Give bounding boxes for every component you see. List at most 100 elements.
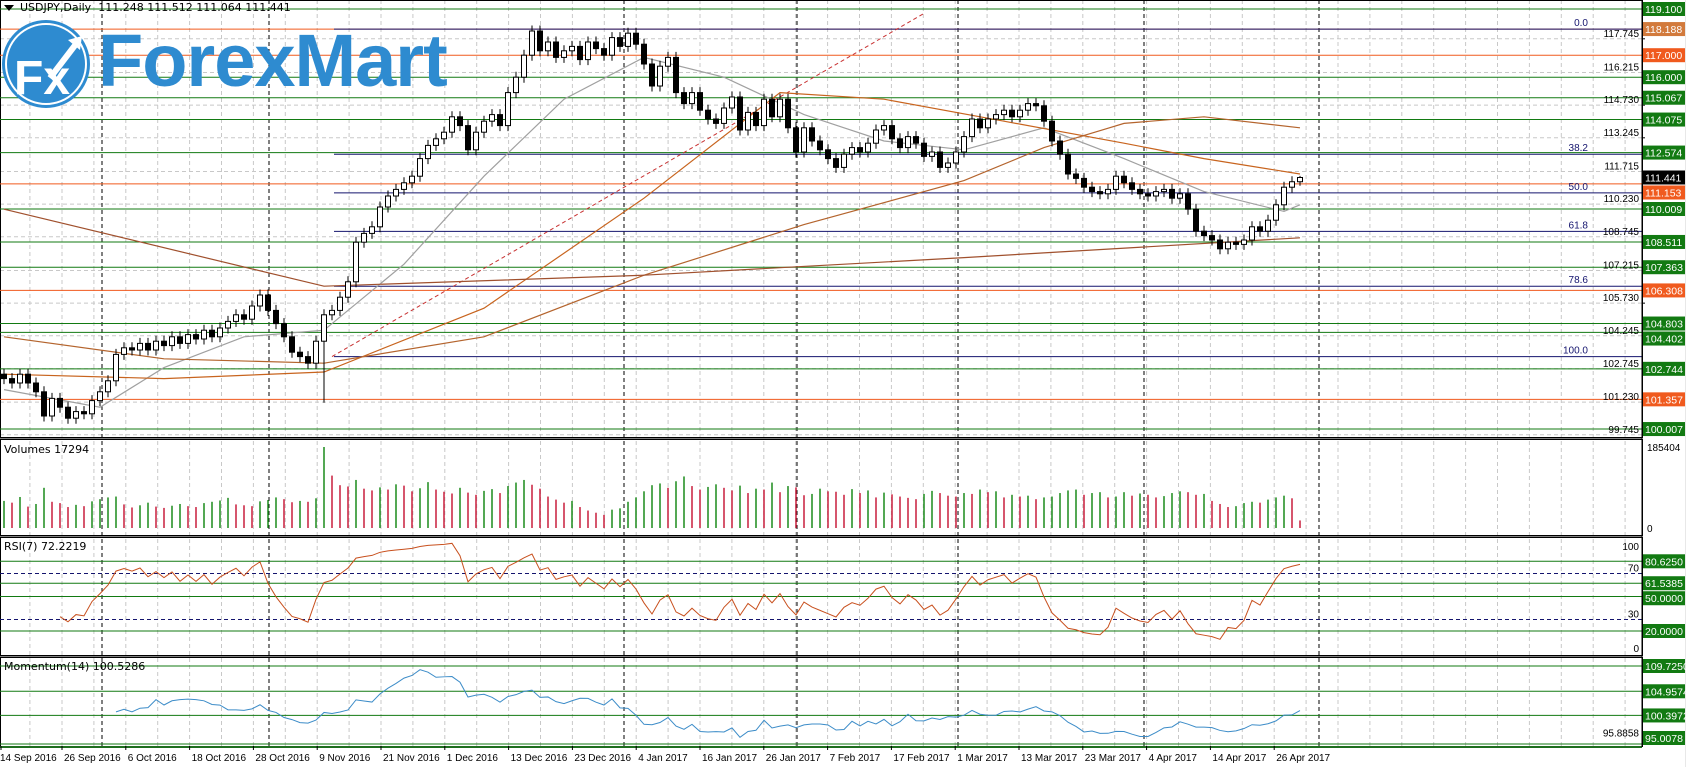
candle bbox=[993, 109, 999, 125]
candle bbox=[849, 142, 855, 160]
candle bbox=[57, 392, 63, 413]
candle-body bbox=[641, 43, 647, 65]
candle-body bbox=[1225, 241, 1231, 250]
candle-body bbox=[1233, 241, 1239, 245]
fib-label: 100.0 bbox=[1563, 346, 1588, 357]
candle-body bbox=[585, 41, 591, 61]
level-tag-bg bbox=[1643, 234, 1685, 249]
candle bbox=[409, 170, 415, 189]
candle bbox=[289, 331, 295, 358]
candle bbox=[1, 368, 7, 385]
low-value: 111.064 bbox=[196, 1, 242, 14]
price-axis-label: 114.730 bbox=[1604, 95, 1640, 106]
candle-body bbox=[841, 153, 847, 168]
momentum-level-tag: 95.0078 bbox=[1643, 731, 1685, 745]
candle-body bbox=[849, 147, 855, 155]
candle bbox=[105, 375, 111, 398]
candle bbox=[657, 60, 663, 92]
candle-body bbox=[905, 136, 911, 149]
date-label: 13 Dec 2016 bbox=[511, 753, 568, 764]
candle bbox=[33, 377, 39, 398]
candle bbox=[73, 406, 79, 424]
candle bbox=[1209, 230, 1215, 246]
date-label: 13 Mar 2017 bbox=[1021, 753, 1078, 764]
momentum-level-tag-text: 95.0078 bbox=[1645, 733, 1683, 745]
candle-body bbox=[777, 98, 783, 118]
candle-body bbox=[121, 347, 127, 355]
candle-body bbox=[537, 30, 543, 52]
candle bbox=[377, 201, 383, 233]
candle bbox=[1137, 183, 1143, 200]
candle-body bbox=[65, 406, 71, 419]
candle bbox=[433, 133, 439, 151]
candle-body bbox=[545, 41, 551, 52]
level-tag-bg bbox=[1643, 202, 1685, 217]
current-price-tag-text: 111.441 bbox=[1645, 172, 1682, 184]
fib-label: 0.0 bbox=[1574, 18, 1588, 29]
level-tag-text: 116.000 bbox=[1645, 72, 1682, 84]
candle-body bbox=[745, 111, 751, 131]
candle bbox=[41, 386, 47, 422]
candle bbox=[177, 331, 183, 349]
candle bbox=[337, 291, 343, 316]
candle bbox=[241, 309, 247, 325]
candle bbox=[385, 190, 391, 213]
candle bbox=[1009, 104, 1015, 123]
candle bbox=[1113, 170, 1119, 195]
level-tag-bg bbox=[1643, 283, 1685, 298]
candle-body bbox=[609, 37, 615, 56]
momentum-level-tag: 100.3972 bbox=[1643, 708, 1687, 723]
candle-body bbox=[1033, 103, 1039, 107]
candle-body bbox=[617, 37, 623, 47]
candle bbox=[1057, 135, 1063, 160]
level-tag-bg bbox=[1643, 48, 1685, 63]
level-tag: 118.188 bbox=[1643, 22, 1685, 37]
dropdown-triangle-icon[interactable] bbox=[4, 5, 14, 11]
candle-body bbox=[825, 149, 831, 160]
candle bbox=[1025, 98, 1031, 116]
level-tag: 102.744 bbox=[1643, 361, 1685, 376]
candle bbox=[633, 27, 639, 50]
candle-body bbox=[1049, 120, 1055, 142]
candle-body bbox=[257, 294, 263, 307]
candle bbox=[641, 38, 647, 70]
price-axis-label: 108.745 bbox=[1603, 227, 1640, 238]
candle bbox=[545, 36, 551, 57]
level-tag-text: 117.000 bbox=[1645, 50, 1682, 62]
candle bbox=[81, 406, 87, 420]
date-label: 9 Nov 2016 bbox=[319, 753, 371, 764]
level-tag-text: 104.803 bbox=[1645, 319, 1683, 331]
level-tag-bg bbox=[1643, 22, 1685, 37]
candle-body bbox=[193, 334, 199, 340]
candle-body bbox=[177, 336, 183, 344]
candle-body bbox=[625, 32, 631, 47]
candle bbox=[513, 71, 519, 99]
candle-body bbox=[953, 151, 959, 164]
date-label: 23 Dec 2016 bbox=[574, 753, 631, 764]
candle bbox=[1257, 221, 1263, 237]
candle-body bbox=[697, 92, 703, 111]
candle bbox=[1281, 181, 1287, 211]
candle-body bbox=[401, 182, 407, 190]
candle-body bbox=[1201, 230, 1207, 237]
candle-body bbox=[1177, 193, 1183, 199]
candle bbox=[425, 139, 431, 165]
candle bbox=[305, 351, 311, 369]
candle-body bbox=[241, 314, 247, 320]
level-tag: 107.363 bbox=[1643, 260, 1685, 275]
candle-body bbox=[89, 400, 95, 415]
logo-wordmark: ForexMart bbox=[98, 19, 448, 102]
candle-body bbox=[921, 142, 927, 157]
momentum-level-tag-bg bbox=[1643, 731, 1685, 745]
candle-body bbox=[1185, 193, 1191, 210]
candle-body bbox=[729, 96, 735, 109]
candle-body bbox=[305, 356, 311, 364]
level-tag: 115.067 bbox=[1643, 90, 1685, 105]
candle bbox=[1201, 225, 1207, 242]
candle-body bbox=[73, 411, 79, 419]
candle-body bbox=[169, 336, 175, 347]
candle bbox=[113, 348, 119, 387]
candle-body bbox=[321, 314, 327, 342]
level-tag-text: 104.402 bbox=[1645, 334, 1683, 346]
